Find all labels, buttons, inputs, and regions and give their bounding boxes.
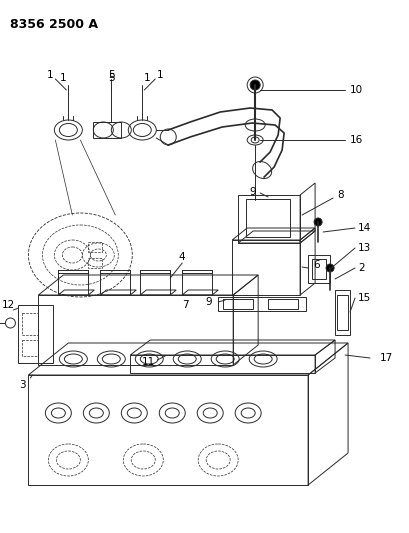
Text: 1: 1 [144, 73, 150, 83]
Text: 11: 11 [141, 357, 155, 367]
Bar [182, 270, 212, 273]
Bar [93, 122, 121, 138]
Bar [58, 270, 88, 273]
Bar [222, 299, 252, 309]
Ellipse shape [325, 264, 333, 272]
Text: 12: 12 [2, 300, 15, 310]
Text: 8356 2500 A: 8356 2500 A [10, 18, 98, 31]
Text: 14: 14 [357, 223, 371, 233]
Bar [22, 313, 38, 335]
Bar [311, 259, 325, 279]
Text: 9: 9 [249, 187, 256, 197]
Bar [18, 305, 53, 363]
Ellipse shape [249, 80, 260, 90]
Bar [140, 270, 170, 273]
Text: 5: 5 [108, 73, 115, 83]
Bar [336, 295, 347, 330]
Bar [100, 270, 130, 273]
Text: 17: 17 [379, 353, 392, 363]
Text: 2: 2 [357, 263, 364, 273]
Bar [267, 299, 297, 309]
Bar [38, 295, 233, 365]
Ellipse shape [313, 218, 321, 226]
Bar [130, 355, 315, 373]
Text: 3: 3 [19, 380, 26, 390]
Text: 10: 10 [349, 85, 362, 95]
Bar [238, 195, 299, 243]
Text: 8: 8 [336, 190, 343, 200]
Bar [307, 255, 329, 283]
Bar [245, 199, 290, 237]
Text: 4: 4 [178, 252, 185, 262]
Text: 1: 1 [157, 70, 163, 80]
Text: 15: 15 [357, 293, 371, 303]
Text: 6: 6 [312, 260, 319, 270]
Text: 1: 1 [60, 73, 67, 83]
Bar [88, 258, 102, 268]
Text: 13: 13 [357, 243, 371, 253]
Text: 16: 16 [349, 135, 362, 145]
Text: 9: 9 [204, 297, 211, 307]
Bar [334, 290, 349, 335]
Bar [218, 297, 306, 311]
Text: 5: 5 [108, 70, 115, 80]
Text: 7: 7 [182, 300, 188, 310]
Bar [22, 340, 38, 356]
Bar [28, 375, 307, 485]
Bar [88, 242, 102, 252]
Text: 1: 1 [47, 70, 54, 80]
Bar [231, 240, 299, 295]
